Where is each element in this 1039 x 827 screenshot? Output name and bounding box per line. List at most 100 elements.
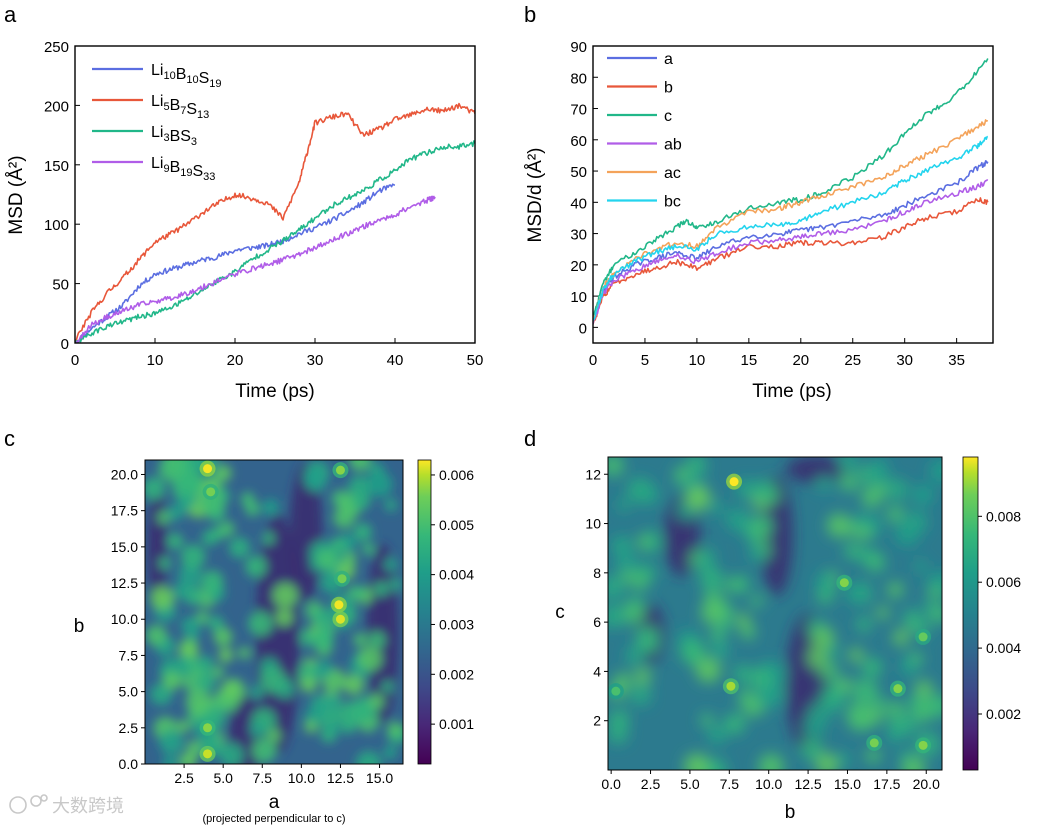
density-blob	[215, 464, 232, 482]
density-blob	[315, 660, 333, 678]
y-tick-label: 0.0	[119, 756, 139, 772]
x-tick-label: 40	[387, 352, 404, 369]
panel-c-hotspot-layer	[199, 460, 351, 762]
hotspot	[206, 487, 216, 497]
y-tick-label: 6	[593, 614, 601, 630]
y-tick-label: 4	[593, 663, 601, 679]
density-blob	[608, 457, 624, 477]
y-tick-label: 70	[570, 102, 587, 119]
panel-c-heatmap-texture	[145, 460, 403, 764]
density-blob	[327, 723, 340, 736]
density-blob	[680, 639, 706, 665]
x-tick-label: 20	[792, 352, 809, 369]
panel-d-y-axis-title: c	[555, 602, 565, 623]
density-blob	[876, 606, 890, 620]
density-blob	[695, 657, 721, 683]
panel-c-x-axis-note: (projected perpendicular to c)	[202, 813, 345, 825]
panel-d-heatmap-texture	[608, 457, 942, 770]
density-blob	[747, 516, 772, 541]
density-blob	[885, 478, 909, 501]
density-blob	[195, 610, 209, 625]
colorbar-tick-label: 0.004	[439, 567, 474, 583]
density-blob	[275, 608, 293, 626]
legend-label-Li9B19S33: Li9B19S33	[151, 155, 215, 183]
x-tick-label: 50	[467, 352, 484, 369]
density-blob	[703, 758, 728, 770]
density-blob	[150, 586, 175, 610]
density-blob	[245, 501, 260, 517]
panel-b-x-axis-title: Time (ps)	[752, 381, 832, 402]
density-blob	[725, 508, 749, 531]
y-tick-label: 60	[570, 133, 587, 150]
density-blob	[218, 647, 234, 663]
colorbar-tick-label: 0.003	[439, 616, 474, 632]
series-line-Li3BS3	[75, 140, 475, 343]
y-tick-label: 2.5	[119, 720, 139, 736]
series-line-Li10B10S19	[75, 183, 396, 343]
density-blob	[709, 500, 724, 515]
x-tick-label: 2.5	[174, 770, 194, 786]
density-blob	[863, 657, 882, 677]
y-tick-label: 80	[570, 70, 587, 87]
density-blob	[617, 498, 631, 512]
hotspot	[203, 464, 213, 474]
density-blob	[145, 624, 167, 646]
density-blob	[339, 701, 365, 727]
density-blob	[300, 676, 317, 693]
density-blob	[836, 677, 852, 693]
density-blob	[167, 533, 184, 550]
panel-d-ticks: 0.0 2.5 5.0 7.5 10.0 12.5 15.0 17.5 20.0 2 4 6 8 10 12	[585, 466, 940, 792]
density-blob	[629, 684, 652, 706]
density-blob	[158, 557, 172, 570]
y-tick-label: 12	[585, 466, 601, 482]
panel-d-hotspot-layer	[608, 473, 932, 754]
colorbar-tick-label: 0.002	[439, 666, 474, 682]
legend-label-ab: ab	[664, 137, 682, 154]
density-blob	[699, 567, 724, 591]
y-tick-label: 8	[593, 565, 601, 581]
density-blob	[629, 571, 650, 591]
y-tick-label: 50	[570, 164, 587, 181]
hotspot	[335, 614, 345, 624]
density-blob	[904, 510, 928, 534]
density-blob	[887, 582, 903, 598]
density-blob	[381, 680, 394, 693]
density-blob	[355, 750, 382, 764]
density-blob	[316, 549, 338, 571]
density-blob	[866, 553, 886, 573]
density-blob	[844, 542, 861, 559]
panel-d-heatmap: 0.0 2.5 5.0 7.5 10.0 12.5 15.0 17.5 20.0 2 4 6 8 10 12…	[555, 456, 1021, 823]
density-blob	[248, 611, 273, 636]
density-blob	[865, 748, 881, 764]
density-blob	[387, 721, 403, 737]
hotspot	[203, 723, 213, 733]
y-tick-label: 10	[585, 516, 601, 532]
x-tick-label: 2.5	[641, 776, 661, 792]
density-blob	[911, 699, 935, 723]
legend-label-a: a	[664, 51, 673, 68]
x-tick-label: 17.5	[873, 776, 900, 792]
x-tick-label: 5.0	[680, 776, 700, 792]
density-blob	[262, 532, 275, 545]
density-blob	[228, 537, 251, 559]
legend-label-bc: bc	[664, 194, 681, 211]
density-blob	[736, 613, 750, 628]
panel-a-chart: 0 10 20 30 40 50 0 50 100 150 200 250 Li10B10S19 Li5…	[6, 39, 483, 402]
panel-c-letter: c	[4, 426, 15, 451]
series-line-ac	[593, 119, 989, 322]
x-tick-label: 30	[896, 352, 913, 369]
watermark-logo-icon	[9, 794, 48, 814]
watermark-text: 大数跨境	[52, 796, 124, 817]
low-density-region	[785, 457, 846, 484]
density-blob	[362, 542, 375, 556]
density-blob	[732, 664, 753, 684]
density-blob	[213, 627, 233, 647]
panel-d-colorbar	[962, 456, 979, 771]
y-tick-label: 30	[570, 227, 587, 244]
density-blob	[343, 551, 357, 566]
hotspot	[918, 632, 928, 642]
density-blob	[914, 559, 927, 573]
x-tick-label: 7.5	[720, 776, 740, 792]
density-blob	[373, 581, 389, 597]
